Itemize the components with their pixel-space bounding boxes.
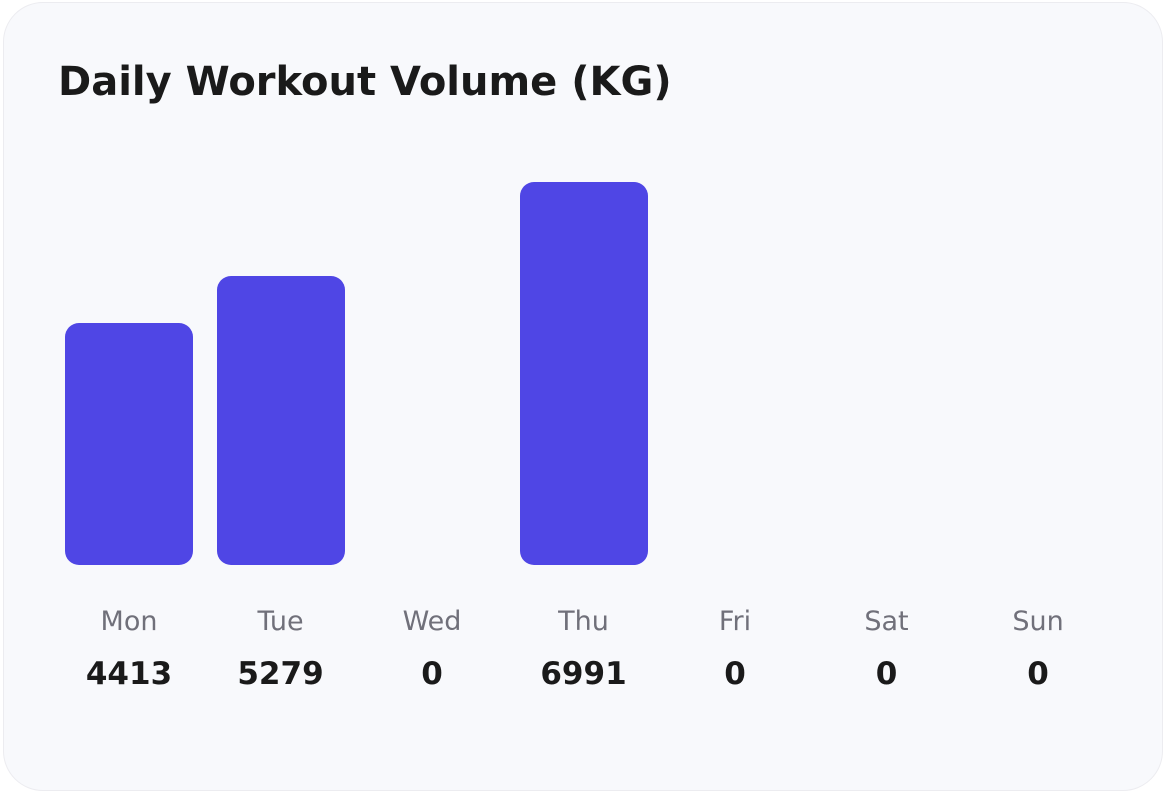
day-label: Mon xyxy=(100,606,158,637)
day-label: Fri xyxy=(718,606,752,637)
chart-title: Daily Workout Volume (KG) xyxy=(58,59,672,105)
value-label: 0 xyxy=(724,656,746,692)
value-label: 5279 xyxy=(237,656,324,692)
day-label: Sun xyxy=(1012,606,1064,637)
bar-thu xyxy=(519,182,648,565)
value-label: 0 xyxy=(875,656,898,692)
day-label: Tue xyxy=(257,606,304,637)
value-label: 0 xyxy=(421,656,443,692)
bar-tue xyxy=(216,275,345,565)
bar-mon xyxy=(65,323,193,565)
value-label: 6991 xyxy=(540,656,627,692)
day-label: Sat xyxy=(864,606,909,637)
value-label: 0 xyxy=(1027,656,1049,692)
day-label: Thu xyxy=(558,606,609,637)
value-label: 4413 xyxy=(85,656,173,692)
day-label: Wed xyxy=(402,606,462,637)
